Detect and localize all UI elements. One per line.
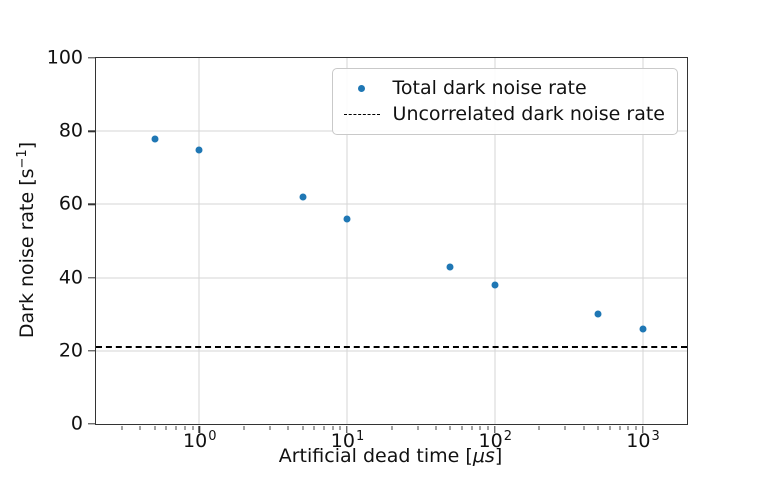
data-point	[491, 281, 499, 289]
x-tick-label: 101	[330, 429, 365, 452]
x-tick-mark	[198, 425, 200, 433]
x-minor-tick-mark	[139, 425, 141, 430]
data-point	[594, 310, 602, 318]
x-minor-tick-mark	[449, 425, 451, 430]
x-minor-tick-mark	[323, 425, 325, 430]
x-minor-tick-mark	[302, 425, 304, 430]
y-tick-mark	[87, 276, 95, 279]
y-tick-label: 0	[70, 412, 83, 435]
y-tick-label: 40	[58, 266, 83, 289]
y-gridline	[96, 350, 687, 352]
y-axis-label-text: Dark noise rate [s	[16, 168, 38, 339]
y-axis-label: Dark noise rate [s−1]	[15, 142, 38, 339]
x-minor-tick-mark	[154, 425, 156, 430]
x-minor-tick-mark	[192, 425, 193, 430]
y-gridline	[96, 277, 687, 279]
data-point	[343, 215, 351, 223]
x-tick-mark	[494, 425, 496, 433]
plot-area: Total dark noise rate Uncorrelated dark …	[47, 48, 688, 451]
legend-label-total: Total dark noise rate	[392, 76, 587, 99]
y-tick-mark	[87, 350, 95, 352]
data-point	[151, 135, 159, 143]
x-minor-tick-mark	[332, 425, 334, 430]
x-minor-tick-mark	[538, 425, 540, 430]
x-minor-tick-mark	[471, 425, 473, 430]
legend-item-uncorrelated: Uncorrelated dark noise rate	[343, 101, 665, 127]
uncorrelated-rate-line	[96, 346, 687, 349]
x-tick-mark	[641, 425, 644, 433]
x-minor-tick-mark	[564, 425, 566, 430]
x-minor-tick-mark	[597, 425, 599, 430]
legend-label-uncorrelated: Uncorrelated dark noise rate	[392, 102, 665, 125]
y-tick-label: 100	[46, 46, 83, 69]
x-minor-tick-mark	[627, 425, 629, 430]
x-minor-tick-mark	[175, 425, 177, 430]
x-axis-label: Artificial dead time [μs]	[95, 445, 686, 467]
legend-handle	[343, 84, 381, 92]
y-tick-label: 20	[58, 339, 83, 362]
x-minor-tick-mark	[435, 425, 437, 430]
x-axis-label-text: Artificial dead time [	[278, 445, 473, 467]
x-minor-tick-mark	[417, 425, 419, 430]
x-tick-label: 103	[626, 429, 660, 452]
x-minor-tick-mark	[635, 425, 637, 430]
x-minor-tick-mark	[609, 425, 611, 430]
y-tick-mark	[87, 203, 95, 206]
y-tick-label: 60	[58, 192, 83, 215]
y-tick-label: 80	[58, 119, 83, 142]
scatter-marker-icon	[358, 84, 366, 92]
legend-item-total: Total dark noise rate	[343, 75, 665, 101]
legend-handle	[343, 113, 381, 115]
x-minor-tick-mark	[583, 425, 585, 430]
dashed-line-icon	[343, 113, 380, 115]
x-minor-tick-mark	[619, 425, 621, 430]
x-minor-tick-mark	[165, 425, 167, 430]
data-point	[195, 146, 203, 153]
x-gridline	[198, 58, 200, 424]
y-tick-mark	[87, 130, 95, 132]
x-tick-mark	[346, 425, 348, 433]
x-minor-tick-mark	[479, 425, 481, 430]
data-point	[639, 325, 647, 333]
x-minor-tick-mark	[243, 425, 245, 430]
x-minor-tick-mark	[287, 425, 289, 430]
x-gridline	[494, 58, 496, 424]
data-point	[299, 193, 307, 201]
x-tick-label: 100	[183, 429, 217, 452]
x-minor-tick-mark	[121, 425, 123, 430]
x-tick-label: 102	[478, 429, 512, 452]
y-tick-mark	[87, 423, 95, 425]
y-gridline	[96, 203, 687, 205]
y-tick-mark	[87, 57, 95, 59]
x-minor-tick-mark	[313, 425, 315, 430]
x-minor-tick-mark	[339, 425, 341, 430]
x-gridline	[642, 58, 644, 424]
data-point	[446, 263, 454, 271]
x-axis-label-close: ]	[494, 445, 503, 467]
x-minor-tick-mark	[487, 425, 489, 430]
x-minor-tick-mark	[391, 425, 392, 430]
x-minor-tick-mark	[461, 425, 463, 430]
mu-s-unit: μs	[472, 445, 495, 467]
x-minor-tick-mark	[269, 425, 271, 430]
x-minor-tick-mark	[184, 425, 186, 430]
x-gridline	[346, 58, 348, 424]
legend: Total dark noise rate Uncorrelated dark …	[331, 68, 678, 135]
y-axis-label-sup: −1	[15, 149, 30, 169]
